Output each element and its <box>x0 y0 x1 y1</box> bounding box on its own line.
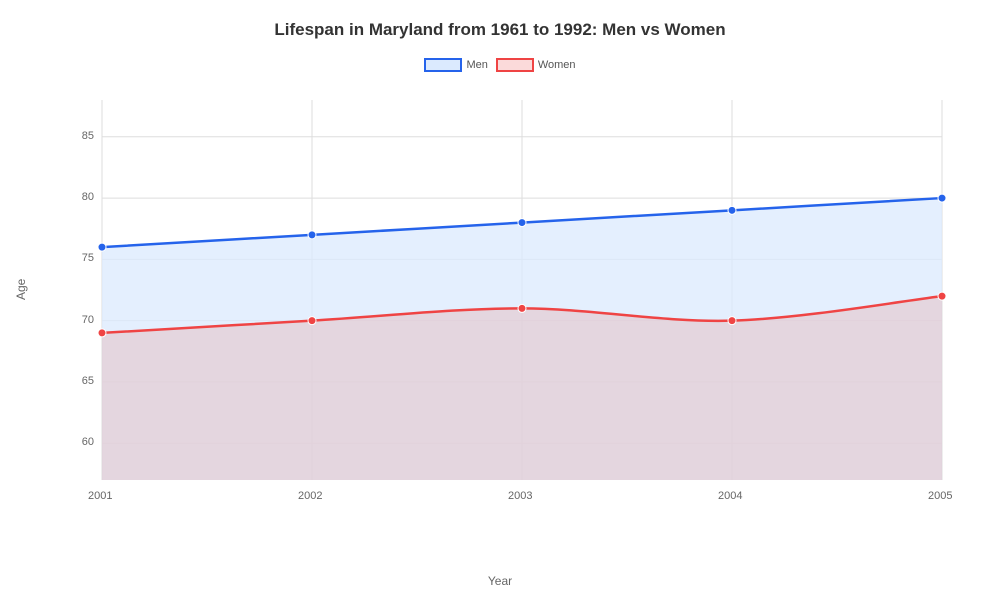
marker-women[interactable] <box>518 304 526 312</box>
x-tick-label: 2001 <box>88 490 112 502</box>
x-tick-label: 2002 <box>298 490 322 502</box>
chart-container: Lifespan in Maryland from 1961 to 1992: … <box>0 0 1000 600</box>
legend-swatch-men <box>424 58 462 72</box>
marker-women[interactable] <box>728 317 736 325</box>
y-tick-label: 65 <box>82 375 94 387</box>
plot-area: 60 65 70 75 80 85 2001 2002 2003 2004 2005 <box>60 90 960 520</box>
legend-label-men: Men <box>466 59 487 71</box>
marker-men[interactable] <box>938 194 946 202</box>
legend-swatch-women <box>496 58 534 72</box>
chart-legend: Men Women <box>0 58 1000 72</box>
chart-title: Lifespan in Maryland from 1961 to 1992: … <box>0 0 1000 40</box>
marker-men[interactable] <box>308 231 316 239</box>
marker-women[interactable] <box>938 292 946 300</box>
y-tick-label: 85 <box>82 130 94 142</box>
y-tick-label: 80 <box>82 191 94 203</box>
legend-item-men[interactable]: Men <box>424 58 487 72</box>
x-tick-label: 2004 <box>718 490 742 502</box>
y-tick-label: 75 <box>82 252 94 264</box>
x-tick-label: 2005 <box>928 490 952 502</box>
x-tick-label: 2003 <box>508 490 532 502</box>
legend-label-women: Women <box>538 59 576 71</box>
marker-men[interactable] <box>728 206 736 214</box>
x-axis-label: Year <box>488 574 512 588</box>
y-axis-label: Age <box>14 279 28 300</box>
marker-women[interactable] <box>98 329 106 337</box>
marker-men[interactable] <box>98 243 106 251</box>
marker-women[interactable] <box>308 317 316 325</box>
legend-item-women[interactable]: Women <box>496 58 576 72</box>
y-tick-label: 60 <box>82 436 94 448</box>
chart-svg <box>60 90 960 520</box>
marker-men[interactable] <box>518 219 526 227</box>
y-tick-label: 70 <box>82 314 94 326</box>
